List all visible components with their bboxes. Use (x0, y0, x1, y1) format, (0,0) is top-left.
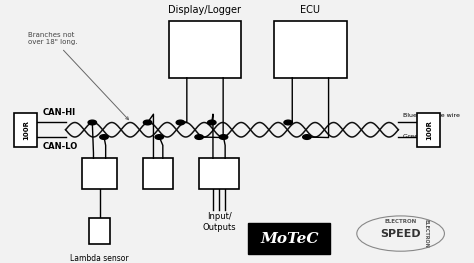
Text: 100R: 100R (23, 120, 29, 140)
Bar (274, 21, 346, 78)
Bar (169, 21, 241, 78)
Bar (14, 113, 37, 147)
Text: ELECTRON: ELECTRON (384, 219, 417, 224)
Text: MoTeC: MoTeC (260, 232, 319, 246)
Circle shape (100, 135, 108, 139)
Circle shape (143, 120, 152, 125)
Circle shape (176, 120, 184, 125)
Text: LTC: LTC (90, 169, 109, 179)
Text: CAN-HI: CAN-HI (42, 108, 75, 117)
Text: SPEED: SPEED (380, 229, 421, 239)
Text: CAN-HI: CAN-HI (187, 34, 223, 44)
Text: ELECTRON: ELECTRON (424, 219, 429, 248)
Text: Green wire: Green wire (403, 134, 438, 139)
Bar (248, 223, 330, 254)
Circle shape (155, 135, 164, 139)
Text: CAN-HI: CAN-HI (292, 34, 328, 44)
Circle shape (208, 120, 216, 125)
Bar (417, 113, 440, 147)
Text: E888: E888 (205, 169, 233, 179)
Text: Branches not
over 18" long.: Branches not over 18" long. (28, 32, 128, 120)
Text: ?: ? (155, 167, 162, 180)
Text: ECU: ECU (301, 5, 320, 15)
Text: CAN-LO: CAN-LO (292, 55, 329, 64)
Text: Lambda sensor: Lambda sensor (70, 254, 129, 263)
Text: CAN-LO: CAN-LO (186, 55, 224, 64)
Text: Outputs: Outputs (202, 222, 236, 232)
Circle shape (195, 135, 203, 139)
Circle shape (219, 135, 228, 139)
Text: CAN-LO: CAN-LO (42, 142, 77, 151)
Circle shape (284, 120, 292, 125)
Text: Blue or white wire: Blue or white wire (403, 113, 460, 118)
Circle shape (303, 135, 311, 139)
Circle shape (88, 120, 97, 125)
Text: Display/Logger: Display/Logger (168, 5, 241, 15)
Bar (82, 158, 117, 189)
Bar (143, 158, 173, 189)
Text: Input/: Input/ (207, 212, 231, 221)
Bar (199, 158, 239, 189)
Bar (89, 218, 110, 244)
Text: 100R: 100R (426, 120, 432, 140)
